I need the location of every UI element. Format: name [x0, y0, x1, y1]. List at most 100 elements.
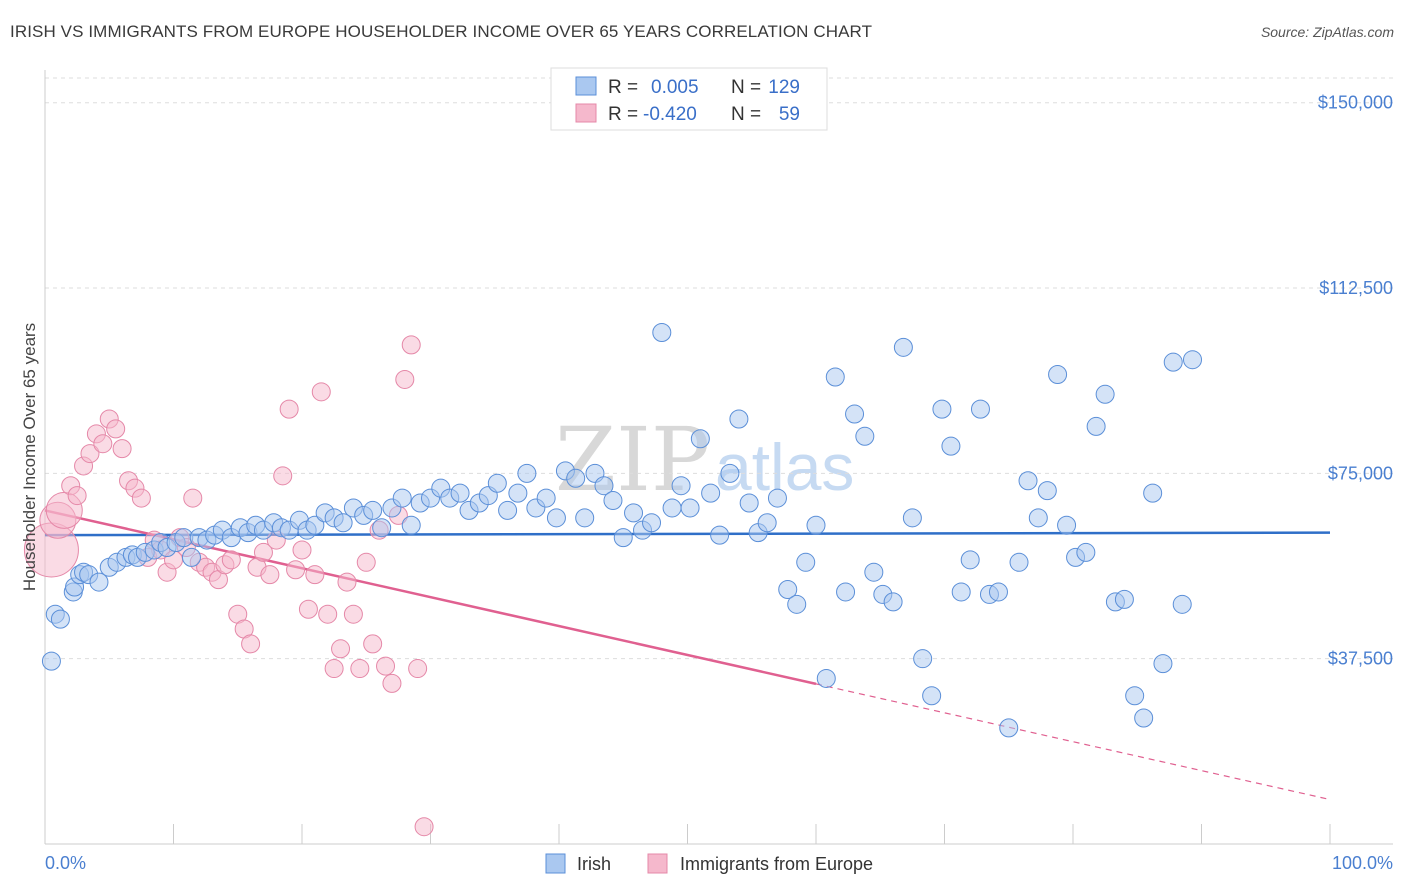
- irish-point: [652, 323, 672, 343]
- irish-point: [1009, 552, 1029, 572]
- irish-point: [729, 409, 749, 429]
- y-axis-label: Householder Income Over 65 years: [20, 323, 39, 591]
- europe-point: [324, 659, 344, 679]
- europe-point: [356, 552, 376, 572]
- irish-point: [508, 483, 528, 503]
- irish-point: [960, 550, 980, 570]
- irish-point: [1057, 515, 1077, 535]
- irish-point: [1028, 508, 1048, 528]
- irish-point: [517, 463, 537, 483]
- bottom-legend-irish: Irish: [577, 854, 611, 874]
- legend-n-label-1: N =: [731, 77, 761, 98]
- axes: [44, 70, 1393, 845]
- irish-point: [883, 592, 903, 612]
- y-tick-label: $112,500: [1319, 278, 1393, 298]
- irish-point: [401, 515, 421, 535]
- irish-point: [536, 488, 556, 508]
- irish-point: [739, 493, 759, 513]
- europe-point: [331, 639, 351, 659]
- europe-point: [298, 599, 318, 619]
- irish-point: [1125, 686, 1145, 706]
- bottom-legend-europe: Immigrants from Europe: [680, 854, 873, 874]
- irish-point: [988, 582, 1008, 602]
- irish-point: [487, 473, 507, 493]
- irish-points: [41, 323, 1203, 738]
- europe-point: [305, 565, 325, 585]
- irish-point: [566, 468, 586, 488]
- legend-r-value-1: 0.005: [651, 77, 699, 98]
- irish-point: [757, 513, 777, 533]
- irish-point: [941, 436, 961, 456]
- irish-point: [767, 488, 787, 508]
- europe-point: [93, 434, 113, 454]
- irish-point: [594, 476, 614, 496]
- europe-point: [343, 604, 363, 624]
- irish-point: [1172, 594, 1192, 614]
- europe-point: [395, 369, 415, 389]
- europe-point: [112, 439, 132, 459]
- watermark-zip: ZIP: [555, 408, 710, 511]
- legend-n-label-2: N =: [731, 104, 761, 125]
- irish-point: [333, 513, 353, 533]
- irish-point: [363, 500, 383, 520]
- irish-point: [603, 491, 623, 511]
- irish-point: [690, 429, 710, 449]
- europe-point: [318, 604, 338, 624]
- irish-point: [1086, 416, 1106, 436]
- europe-point: [279, 399, 299, 419]
- irish-point: [1153, 654, 1173, 674]
- europe-point: [183, 488, 203, 508]
- irish-point: [1114, 589, 1134, 609]
- bottom-legend-swatch-europe: [647, 853, 668, 874]
- y-tick-label: $150,000: [1318, 93, 1393, 113]
- irish-point: [575, 508, 595, 528]
- irish-point: [1163, 352, 1183, 372]
- irish-point: [624, 503, 644, 523]
- europe-trend-line-extension: [815, 683, 1331, 801]
- europe-point: [350, 659, 370, 679]
- bottom-legend-swatch-irish: [545, 853, 566, 874]
- irish-point: [864, 562, 884, 582]
- irish-point: [845, 404, 865, 424]
- europe-point: [286, 560, 306, 580]
- irish-point: [662, 498, 682, 518]
- irish-point: [671, 476, 691, 496]
- irish-point: [720, 463, 740, 483]
- irish-point: [1018, 471, 1038, 491]
- series-legend: Irish Immigrants from Europe: [545, 853, 873, 874]
- y-tick-labels: $37,500 $75,000 $112,500 $150,000: [1318, 93, 1393, 669]
- irish-point: [1095, 384, 1115, 404]
- irish-point: [816, 668, 836, 688]
- legend-r-value-2: -0.420: [643, 104, 697, 125]
- irish-point: [902, 508, 922, 528]
- irish-point: [1048, 365, 1068, 385]
- irish-point: [1183, 350, 1203, 370]
- irish-point: [893, 337, 913, 357]
- x-tick-label-max: 100.0%: [1332, 853, 1393, 873]
- irish-point: [1037, 481, 1057, 501]
- europe-point: [273, 466, 293, 486]
- irish-point: [305, 515, 325, 535]
- irish-point: [89, 572, 109, 592]
- irish-point: [1143, 483, 1163, 503]
- irish-point: [392, 488, 412, 508]
- watermark-atlas: atlas: [715, 430, 854, 504]
- europe-point: [80, 444, 100, 464]
- irish-point: [680, 498, 700, 518]
- europe-point: [408, 659, 428, 679]
- legend-n-value-2: 59: [779, 104, 800, 125]
- europe-point: [292, 540, 312, 560]
- legend-swatch-europe: [575, 103, 597, 123]
- irish-point: [642, 513, 662, 533]
- correlation-legend: R = 0.005 N = 129 R = -0.420 N = 59: [550, 67, 828, 131]
- legend-r-label-1: R =: [608, 77, 638, 98]
- irish-point: [796, 552, 816, 572]
- irish-point: [932, 399, 952, 419]
- europe-point: [363, 634, 383, 654]
- europe-point: [401, 335, 421, 355]
- irish-point: [498, 500, 518, 520]
- irish-point: [951, 582, 971, 602]
- europe-point: [414, 817, 434, 837]
- europe-point: [67, 486, 87, 506]
